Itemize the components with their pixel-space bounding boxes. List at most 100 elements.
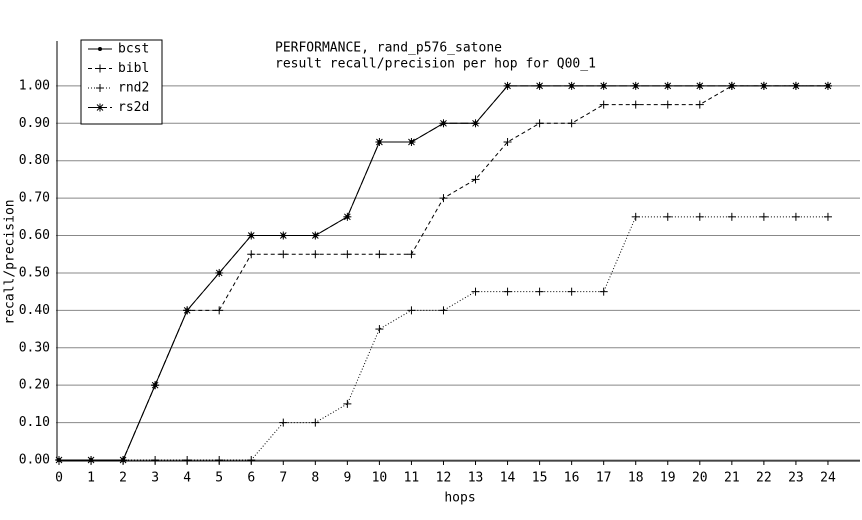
marker	[151, 456, 160, 464]
marker	[439, 194, 448, 203]
x-tick-label: 5	[215, 471, 223, 486]
marker-stroke	[151, 381, 159, 389]
marker	[503, 138, 512, 147]
marker	[343, 212, 352, 221]
marker	[279, 250, 288, 259]
marker	[183, 306, 192, 315]
x-tick-label: 11	[404, 471, 420, 486]
marker	[119, 456, 128, 464]
marker-stroke	[440, 119, 447, 127]
x-tick-label: 20	[692, 471, 708, 486]
y-tick-label: 0.90	[19, 116, 50, 131]
marker-stroke	[472, 119, 479, 127]
marker	[87, 456, 96, 464]
marker	[631, 81, 640, 90]
marker	[631, 212, 640, 221]
x-tick-label: 14	[500, 471, 516, 486]
marker-dot	[98, 47, 102, 51]
marker	[407, 250, 416, 259]
marker-stroke	[87, 456, 95, 464]
marker	[823, 81, 832, 90]
marker	[311, 418, 320, 427]
marker-stroke	[55, 456, 63, 464]
marker	[567, 287, 576, 296]
marker-stroke	[408, 138, 415, 146]
marker	[215, 456, 224, 464]
marker	[439, 119, 448, 128]
marker	[663, 100, 672, 109]
marker	[567, 119, 576, 128]
x-tick-label: 8	[311, 471, 319, 486]
marker	[791, 81, 800, 90]
y-axis-label: recall/precision	[3, 199, 18, 324]
x-tick-label: 16	[564, 471, 580, 486]
x-axis-label: hops	[444, 491, 475, 506]
marker	[98, 47, 102, 51]
marker	[695, 81, 704, 90]
marker	[599, 100, 608, 109]
marker	[407, 138, 416, 147]
marker	[183, 456, 192, 464]
marker	[375, 325, 384, 334]
x-tick-label: 22	[756, 471, 772, 486]
legend-label: rs2d	[118, 100, 149, 115]
marker	[311, 250, 320, 259]
legend-box	[80, 39, 163, 125]
marker	[503, 81, 512, 90]
x-tick-label: 12	[436, 471, 452, 486]
y-tick-label: 0.80	[19, 153, 50, 168]
marker-stroke	[568, 82, 575, 90]
x-tick-label: 19	[660, 471, 676, 486]
marker-stroke	[96, 104, 104, 111]
marker	[759, 81, 768, 90]
marker-stroke	[824, 82, 832, 90]
marker-stroke	[376, 138, 383, 146]
marker	[535, 119, 544, 128]
x-tick-label: 7	[279, 471, 287, 486]
marker-stroke	[728, 82, 736, 90]
marker	[471, 175, 480, 184]
x-tick-label: 17	[596, 471, 612, 486]
marker	[55, 456, 63, 464]
legend-label: rnd2	[118, 81, 149, 96]
marker	[96, 64, 104, 73]
marker-stroke	[183, 307, 191, 314]
marker	[535, 287, 544, 296]
y-tick-label: 1.00	[19, 78, 50, 93]
marker	[247, 456, 256, 464]
legend-label: bibl	[118, 61, 149, 76]
marker	[663, 212, 672, 221]
marker-stroke	[504, 82, 511, 90]
marker-stroke	[344, 213, 351, 221]
x-tick-label: 23	[788, 471, 804, 486]
x-tick-label: 21	[724, 471, 740, 486]
marker	[311, 231, 320, 240]
marker	[503, 287, 512, 296]
marker-stroke	[792, 82, 800, 90]
marker	[791, 212, 800, 221]
x-tick-label: 24	[820, 471, 836, 486]
marker	[759, 212, 768, 221]
marker	[96, 84, 104, 92]
x-tick-label: 1	[87, 471, 95, 486]
x-tick-label: 15	[532, 471, 548, 486]
marker	[215, 306, 224, 315]
marker	[727, 81, 736, 90]
y-tick-label: 0.20	[19, 378, 50, 393]
legend-label: bcst	[118, 42, 149, 57]
marker-stroke	[600, 82, 608, 90]
marker	[407, 306, 416, 315]
y-tick-label: 0.30	[19, 340, 50, 355]
marker-stroke	[279, 232, 287, 239]
y-tick-label: 0.40	[19, 303, 50, 318]
marker	[727, 212, 736, 221]
marker-stroke	[247, 232, 255, 239]
y-tick-label: 0.60	[19, 228, 50, 243]
marker	[599, 81, 608, 90]
marker	[599, 287, 608, 296]
x-tick-label: 3	[151, 471, 159, 486]
marker	[96, 103, 104, 112]
marker	[471, 119, 480, 128]
marker-stroke	[760, 82, 768, 90]
